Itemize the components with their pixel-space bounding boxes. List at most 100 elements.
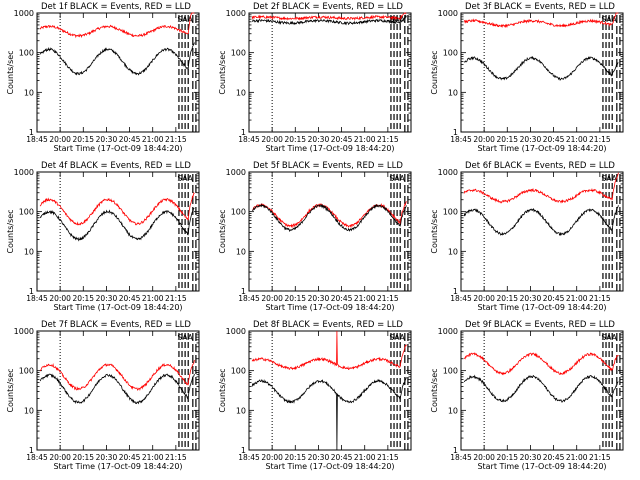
y-tick-label: 1: [29, 128, 34, 137]
y-tick-label: 1: [29, 287, 34, 296]
x-tick-label: 20:30: [520, 294, 542, 303]
x-tick-label: 20:30: [308, 135, 330, 144]
x-tick-label: 20:45: [331, 135, 353, 144]
plot-frame: [460, 330, 624, 451]
plot-frame: [248, 330, 412, 451]
y-tick-label: 1000: [14, 168, 34, 177]
y-tick-label: 10: [236, 88, 246, 97]
plot-frame: [248, 12, 412, 133]
x-tick-label: 18:45: [238, 453, 260, 462]
x-tick-label: 20:45: [543, 453, 565, 462]
x-tick-label: 20:15: [72, 135, 94, 144]
panel-det-4f: Det 4f BLACK = Events, RED = LLD 1 10 100 10…: [6, 161, 200, 312]
y-tick-label: 100: [19, 49, 34, 58]
x-tick-label: 20:45: [331, 453, 353, 462]
y-tick-label: 1: [29, 446, 34, 455]
panel-title: Det 6f BLACK = Events, RED = LLD: [465, 161, 615, 171]
plot-frame: [248, 171, 412, 292]
panel-title: Det 3f BLACK = Events, RED = LLD: [465, 2, 615, 12]
x-tick-label: 20:45: [543, 294, 565, 303]
x-tick-label: 20:00: [473, 135, 495, 144]
x-tick-label: 21:00: [354, 453, 376, 462]
panel-title: Det 7f BLACK = Events, RED = LLD: [41, 320, 191, 330]
events-series-line: [463, 55, 619, 81]
y-tick-label: 1: [453, 128, 458, 137]
y-tick-label: 10: [236, 406, 246, 415]
x-axis-label: Start Time (17-Oct-09 18:44:20): [53, 144, 182, 153]
saa-label: SAA: [601, 174, 617, 183]
x-tick-label: 18:45: [26, 453, 48, 462]
y-axis-label: Counts/sec: [6, 50, 15, 94]
panel-title: Det 1f BLACK = Events, RED = LLD: [41, 2, 191, 12]
x-tick-label: 21:00: [566, 294, 588, 303]
x-tick-label: 20:15: [72, 453, 94, 462]
x-axis-label: Start Time (17-Oct-09 18:44:20): [265, 462, 394, 471]
x-tick-label: 20:30: [96, 135, 118, 144]
x-tick-label: 20:15: [284, 453, 306, 462]
y-tick-label: 10: [24, 247, 34, 256]
saa-label: SAA: [389, 15, 405, 24]
y-tick-label: 100: [19, 367, 34, 376]
panel-det-1f: Det 1f BLACK = Events, RED = LLD 1 10 100 10…: [6, 2, 200, 153]
saa-label: SAA: [177, 333, 193, 342]
x-tick-label: 18:45: [450, 135, 472, 144]
y-tick-label: 10: [24, 406, 34, 415]
saa-label: SAA: [601, 333, 617, 342]
y-tick-label: 100: [19, 208, 34, 217]
x-tick-label: 21:15: [377, 135, 399, 144]
x-axis-label: Start Time (17-Oct-09 18:44:20): [477, 462, 606, 471]
lld-series-line: [251, 12, 407, 21]
x-tick-label: 20:15: [496, 135, 518, 144]
plot-frame: [460, 171, 624, 292]
x-tick-label: 20:45: [119, 294, 141, 303]
y-tick-label: 1000: [226, 168, 246, 177]
x-tick-label: 21:15: [589, 135, 611, 144]
panel-det-2f: Det 2f BLACK = Events, RED = LLD 1 10 100 10…: [218, 2, 412, 153]
y-axis-label: Counts/sec: [6, 209, 15, 253]
events-series-line: [39, 207, 195, 242]
saa-label: SAA: [601, 15, 617, 24]
panel-det-3f: Det 3f BLACK = Events, RED = LLD 1 10 100 10…: [430, 2, 624, 153]
lld-series-line: [39, 12, 195, 39]
x-tick-label: 21:15: [165, 453, 187, 462]
panel-det-6f: Det 6f BLACK = Events, RED = LLD 1 10 100 10…: [430, 161, 624, 312]
x-tick-label: 18:45: [450, 453, 472, 462]
x-tick-label: 21:15: [377, 294, 399, 303]
lld-series-line: [463, 172, 619, 204]
y-axis-label: Counts/sec: [430, 368, 439, 412]
y-tick-label: 1000: [438, 9, 458, 18]
y-tick-label: 1: [241, 128, 246, 137]
y-tick-label: 100: [231, 208, 246, 217]
x-tick-label: 20:15: [496, 453, 518, 462]
x-tick-label: 20:45: [543, 135, 565, 144]
y-tick-label: 1: [241, 287, 246, 296]
x-tick-label: 20:15: [72, 294, 94, 303]
x-tick-label: 20:45: [119, 135, 141, 144]
saa-label: SAA: [177, 174, 193, 183]
y-tick-label: 100: [443, 49, 458, 58]
x-tick-label: 20:00: [49, 453, 71, 462]
x-axis-label: Start Time (17-Oct-09 18:44:20): [477, 303, 606, 312]
plot-frame: [36, 12, 200, 133]
panel-title: Det 9f BLACK = Events, RED = LLD: [465, 320, 615, 330]
y-tick-label: 100: [231, 49, 246, 58]
x-tick-label: 21:00: [142, 135, 164, 144]
x-tick-label: 21:00: [354, 294, 376, 303]
y-tick-label: 1000: [14, 9, 34, 18]
y-tick-label: 1000: [14, 327, 34, 336]
x-tick-label: 21:15: [165, 294, 187, 303]
x-tick-label: 20:30: [96, 294, 118, 303]
y-tick-label: 1: [453, 287, 458, 296]
x-axis-label: Start Time (17-Oct-09 18:44:20): [265, 303, 394, 312]
y-axis-label: Counts/sec: [218, 368, 227, 412]
y-tick-label: 100: [231, 367, 246, 376]
panel-det-7f: Det 7f BLACK = Events, RED = LLD 1 10 100 10…: [6, 320, 200, 471]
y-tick-label: 10: [24, 88, 34, 97]
x-tick-label: 21:15: [589, 294, 611, 303]
events-series-line: [464, 374, 619, 404]
panel-title: Det 8f BLACK = Events, RED = LLD: [253, 320, 403, 330]
x-tick-label: 20:45: [119, 453, 141, 462]
x-tick-label: 20:00: [473, 453, 495, 462]
x-tick-label: 18:45: [26, 135, 48, 144]
